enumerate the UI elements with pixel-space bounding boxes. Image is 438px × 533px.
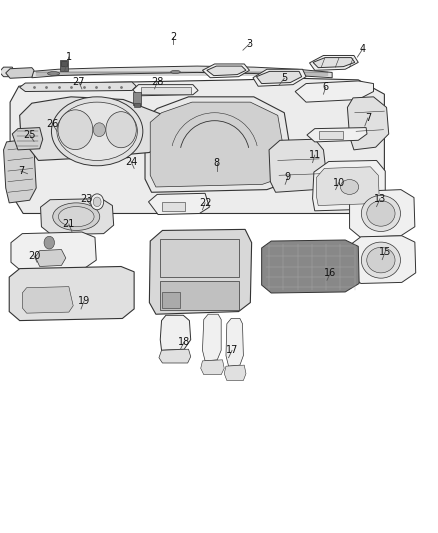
Polygon shape <box>12 127 43 150</box>
Polygon shape <box>313 58 355 68</box>
Ellipse shape <box>53 203 100 230</box>
Circle shape <box>93 197 101 207</box>
Text: 7: 7 <box>365 113 371 123</box>
Ellipse shape <box>361 196 400 231</box>
Text: 18: 18 <box>178 337 190 347</box>
Polygon shape <box>20 82 136 92</box>
Bar <box>162 292 180 308</box>
Polygon shape <box>201 360 224 375</box>
Polygon shape <box>159 349 191 363</box>
Polygon shape <box>224 365 246 381</box>
Polygon shape <box>295 81 374 102</box>
Ellipse shape <box>57 102 138 160</box>
Ellipse shape <box>171 70 180 74</box>
Polygon shape <box>160 316 191 350</box>
Ellipse shape <box>58 110 93 150</box>
Polygon shape <box>148 193 209 215</box>
Text: 10: 10 <box>332 177 345 188</box>
Text: 24: 24 <box>125 157 137 166</box>
Text: 28: 28 <box>151 77 163 87</box>
Text: 9: 9 <box>285 172 291 182</box>
Polygon shape <box>310 55 358 70</box>
Ellipse shape <box>51 97 143 166</box>
Text: 23: 23 <box>80 193 92 204</box>
Bar <box>134 103 140 108</box>
Text: 4: 4 <box>360 44 366 54</box>
Text: 25: 25 <box>23 130 36 140</box>
Polygon shape <box>0 67 14 77</box>
Ellipse shape <box>367 247 395 273</box>
Text: 5: 5 <box>281 73 287 83</box>
Bar <box>61 61 67 66</box>
Polygon shape <box>145 97 292 192</box>
Text: 15: 15 <box>379 247 392 257</box>
Polygon shape <box>133 85 198 96</box>
Polygon shape <box>256 71 302 84</box>
Ellipse shape <box>367 201 395 226</box>
Bar <box>162 202 185 212</box>
Text: 6: 6 <box>322 82 328 92</box>
Text: 1: 1 <box>66 52 72 62</box>
Polygon shape <box>226 318 244 366</box>
Ellipse shape <box>267 72 275 75</box>
Polygon shape <box>269 139 327 192</box>
Polygon shape <box>261 240 359 293</box>
Text: 3: 3 <box>247 39 253 49</box>
Text: 20: 20 <box>28 251 40 261</box>
Polygon shape <box>41 199 114 235</box>
Polygon shape <box>32 66 332 78</box>
Polygon shape <box>347 97 389 150</box>
Polygon shape <box>207 66 246 76</box>
Polygon shape <box>350 190 415 237</box>
Polygon shape <box>202 314 221 361</box>
Polygon shape <box>35 249 66 266</box>
Text: 19: 19 <box>78 296 90 306</box>
Polygon shape <box>317 167 379 206</box>
Text: 26: 26 <box>46 119 59 130</box>
Polygon shape <box>4 140 36 203</box>
Text: 7: 7 <box>18 166 24 176</box>
Ellipse shape <box>340 180 359 195</box>
Polygon shape <box>11 232 96 272</box>
Bar <box>133 92 141 105</box>
Bar <box>160 239 239 277</box>
Ellipse shape <box>106 112 136 148</box>
Text: 16: 16 <box>324 268 336 278</box>
Polygon shape <box>350 236 416 284</box>
Bar <box>141 87 191 94</box>
Text: 13: 13 <box>374 193 386 204</box>
Text: 21: 21 <box>63 219 75 229</box>
Circle shape <box>44 236 54 249</box>
Text: 2: 2 <box>170 33 177 43</box>
Polygon shape <box>149 229 252 314</box>
Polygon shape <box>22 287 73 313</box>
Bar <box>160 281 239 310</box>
Polygon shape <box>202 64 250 78</box>
Text: 11: 11 <box>309 150 321 160</box>
Polygon shape <box>9 266 134 320</box>
Text: 27: 27 <box>73 77 85 87</box>
Polygon shape <box>20 97 167 160</box>
Polygon shape <box>10 78 385 214</box>
Polygon shape <box>150 102 285 187</box>
Text: 22: 22 <box>199 198 211 208</box>
Text: 17: 17 <box>226 345 238 356</box>
Ellipse shape <box>58 207 94 227</box>
Ellipse shape <box>93 123 106 136</box>
Ellipse shape <box>361 242 400 278</box>
Circle shape <box>91 194 104 210</box>
Polygon shape <box>307 127 367 142</box>
Polygon shape <box>6 68 34 78</box>
Polygon shape <box>253 69 306 86</box>
Polygon shape <box>313 160 385 211</box>
Ellipse shape <box>47 71 60 75</box>
Text: 8: 8 <box>214 158 220 168</box>
Bar <box>319 131 343 139</box>
Bar <box>60 60 68 71</box>
